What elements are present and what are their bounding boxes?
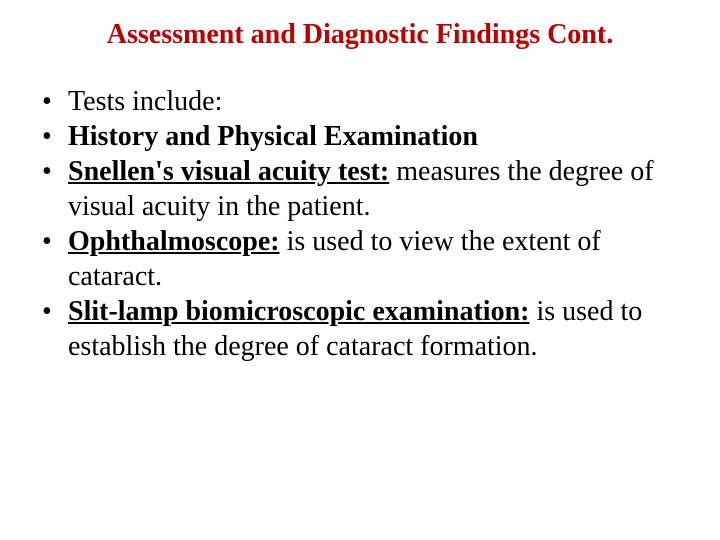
list-item: Slit-lamp biomicroscopic examination: is…	[40, 294, 692, 364]
slide: Assessment and Diagnostic Findings Cont.…	[0, 0, 720, 540]
bullet-text: Tests include:	[68, 86, 222, 117]
list-item: History and Physical Examination	[40, 119, 692, 154]
list-item: Ophthalmoscope: is used to view the exte…	[40, 224, 692, 294]
bullet-term: Slit-lamp biomicroscopic examination:	[68, 296, 529, 327]
bullet-list: Tests include: History and Physical Exam…	[28, 84, 692, 364]
bullet-term: Ophthalmoscope:	[68, 226, 280, 257]
list-item: Snellen's visual acuity test: measures t…	[40, 154, 692, 224]
list-item: Tests include:	[40, 84, 692, 119]
bullet-term: Snellen's visual acuity test:	[68, 156, 389, 187]
bullet-text-bold: History and Physical Examination	[68, 121, 478, 152]
slide-title: Assessment and Diagnostic Findings Cont.	[28, 18, 692, 52]
